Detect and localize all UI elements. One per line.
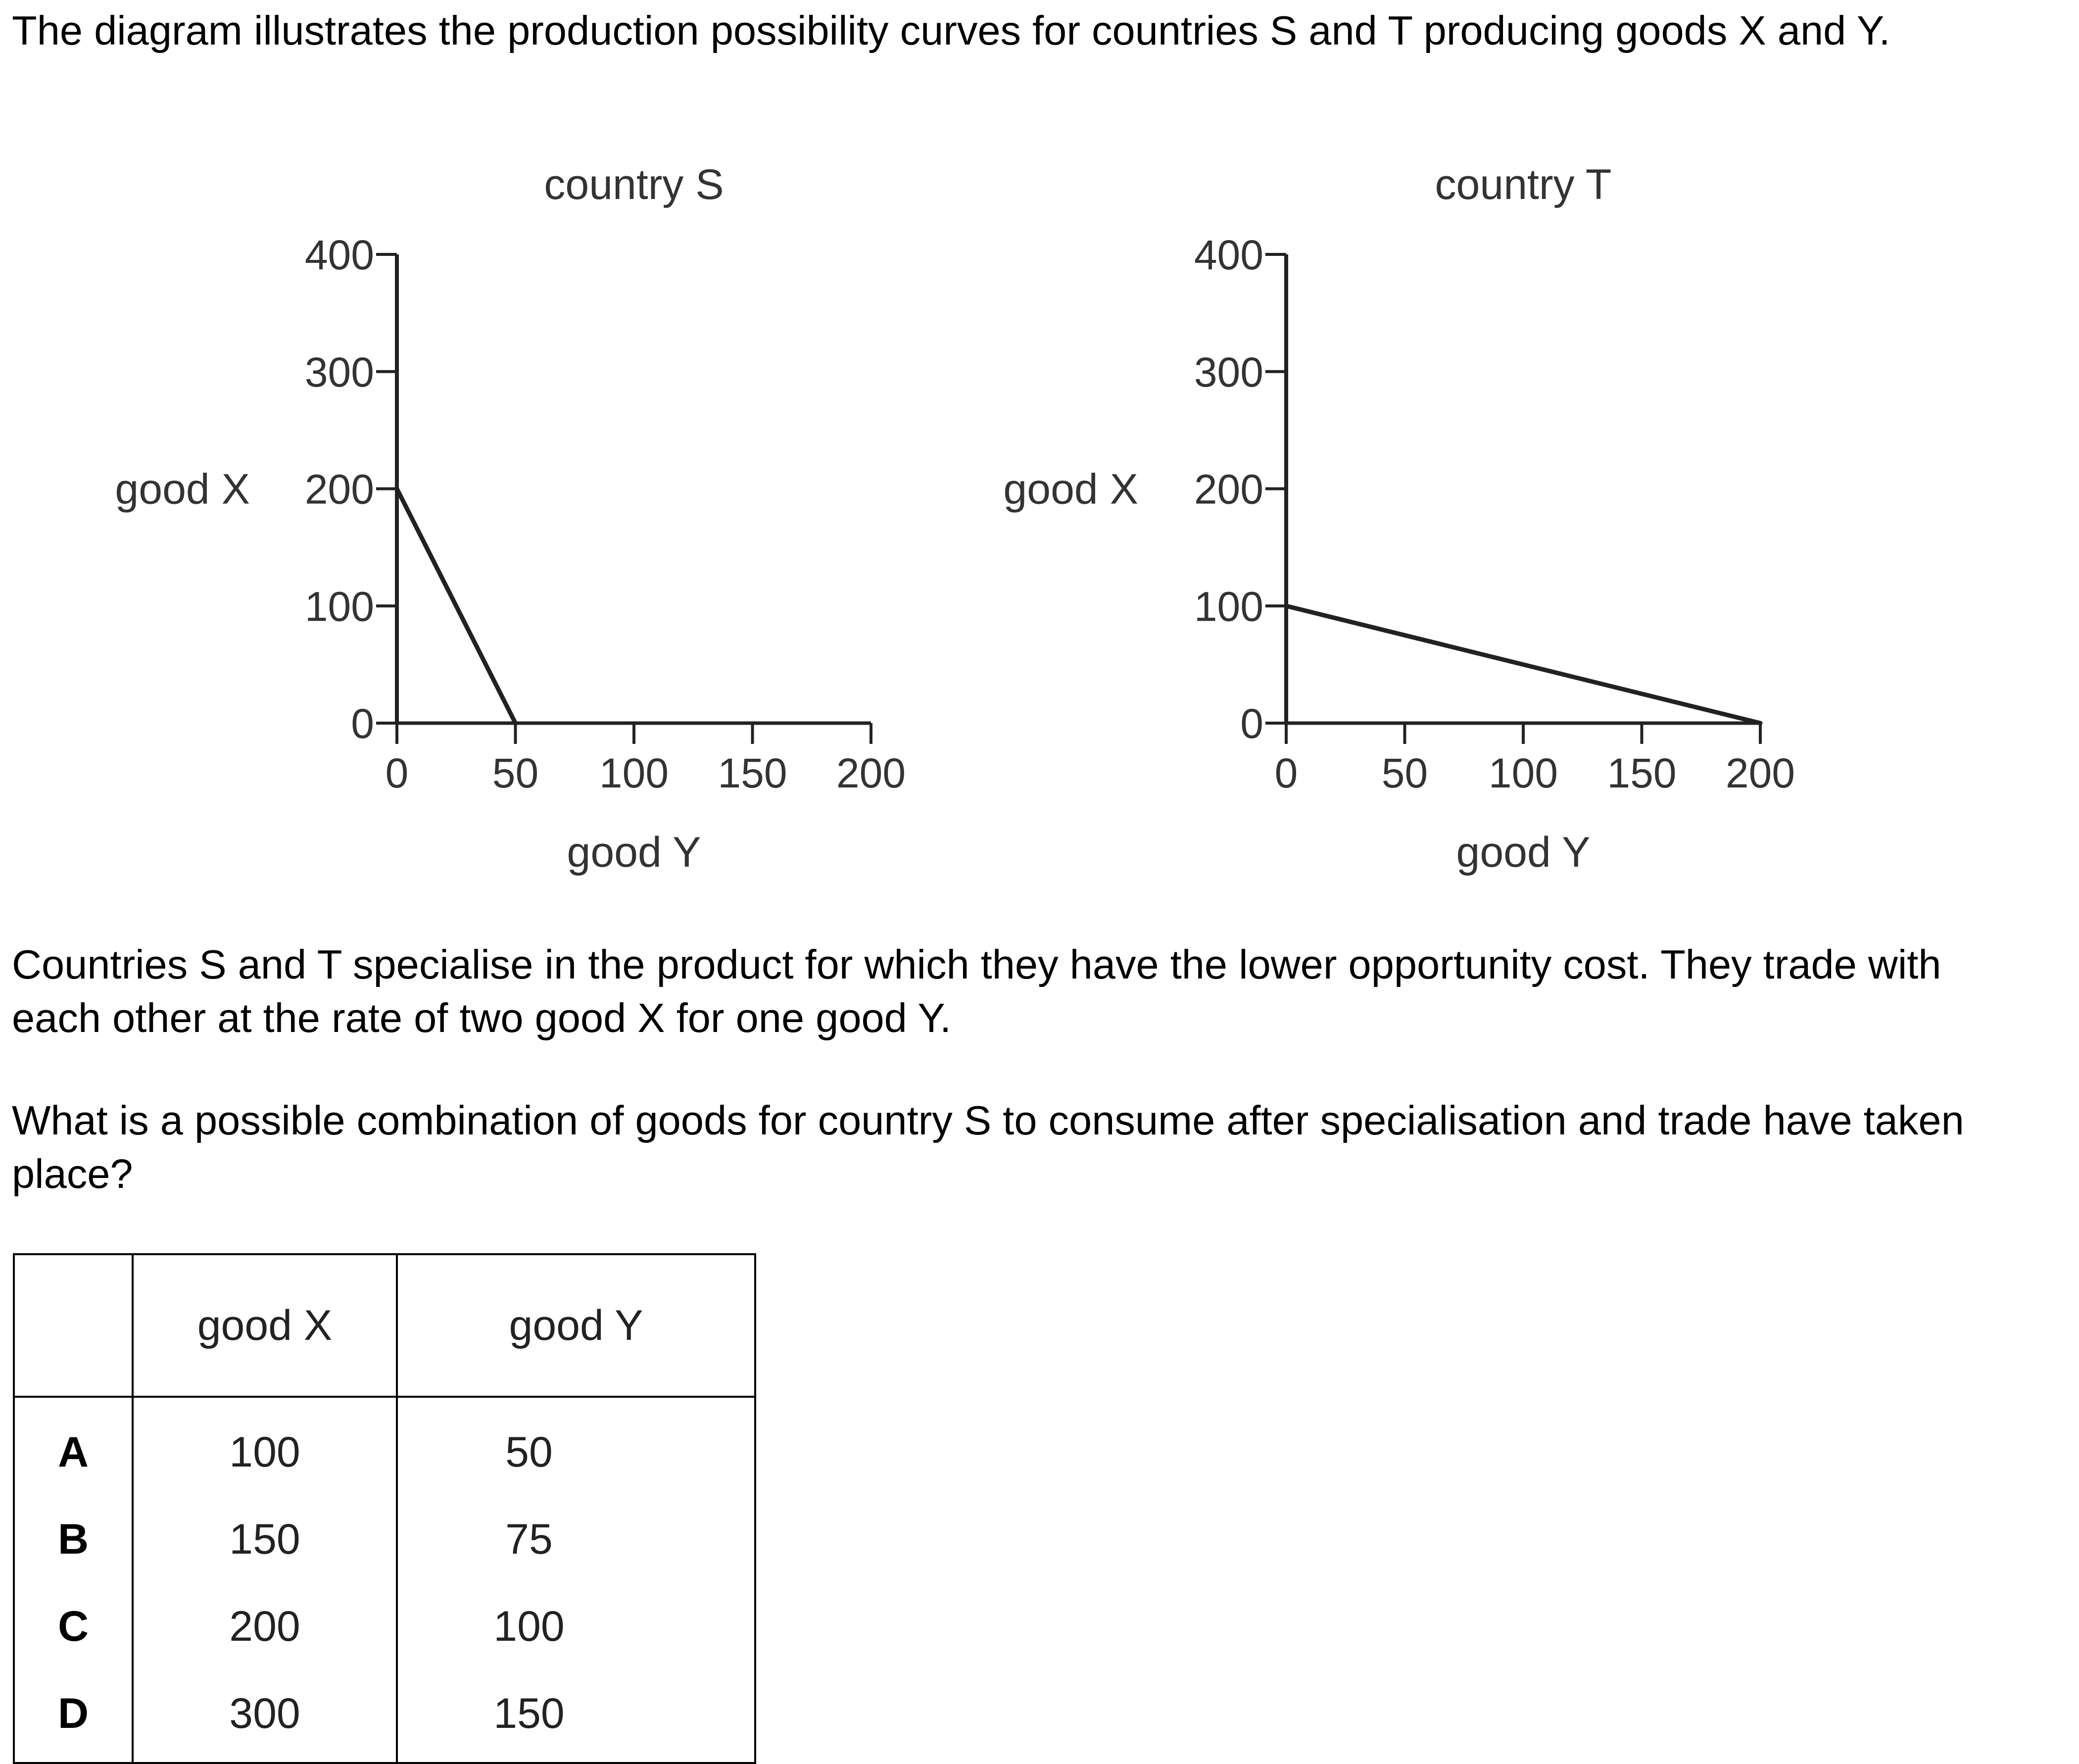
y-tick-label: 100: [1194, 583, 1263, 630]
option-key: D: [14, 1670, 134, 1763]
option-good-x-value: 300: [133, 1670, 398, 1763]
option-good-y-value: 50: [505, 1428, 553, 1476]
ppc-chart-country-t: country T 0 100 200 300 400 0 50 100 150 200 good X…: [1003, 161, 1795, 876]
option-good-y-value: 150: [493, 1689, 565, 1737]
option-good-x-value: 100: [133, 1397, 398, 1496]
y-tick-label: 300: [305, 349, 374, 395]
y-tick-label: 0: [351, 700, 374, 747]
x-tick-label: 100: [1489, 750, 1558, 796]
option-good-x-value: 150: [133, 1496, 398, 1583]
x-tick-label: 50: [492, 750, 538, 796]
ppc-chart-country-s: country S 0 100 200 300 400 0 50 100 150 200 good X…: [115, 161, 906, 876]
answer-options-table: good X good Y A 100 50 B 150 75 C 200 10…: [13, 1253, 756, 1764]
answer-table-header-good-x: good X: [133, 1254, 398, 1398]
answer-option-row-a[interactable]: A 100 50: [14, 1397, 755, 1496]
x-axis-label: good Y: [567, 829, 701, 876]
x-tick-label: 150: [1607, 750, 1676, 796]
x-tick-label: 150: [718, 750, 787, 796]
y-tick-label: 100: [305, 583, 374, 630]
question-paragraph-specialisation: Countries S and T specialise in the prod…: [12, 941, 1941, 1041]
x-tick-label: 100: [599, 750, 669, 796]
x-tick-label: 200: [1726, 750, 1795, 796]
y-axis-label: good X: [1003, 466, 1138, 513]
answer-option-row-b[interactable]: B 150 75: [14, 1496, 755, 1583]
option-good-x-value: 200: [133, 1583, 398, 1670]
answer-option-row-c[interactable]: C 200 100: [14, 1583, 755, 1670]
x-tick-label: 200: [836, 750, 906, 796]
answer-table-header-blank: [14, 1254, 134, 1398]
x-tick-label: 0: [1275, 750, 1298, 796]
question-paragraph-prompt: What is a possible combination of goods …: [12, 1097, 1964, 1197]
answer-table-header-row: good X good Y: [14, 1254, 755, 1398]
option-good-y-value: 100: [493, 1602, 565, 1650]
y-tick-label: 0: [1240, 700, 1263, 747]
question-intro: The diagram illustrates the production p…: [12, 7, 1890, 53]
answer-option-row-d[interactable]: D 300 150: [14, 1670, 755, 1763]
option-good-y-value: 75: [505, 1515, 553, 1563]
y-tick-label: 200: [305, 466, 374, 513]
y-tick-label: 400: [1194, 232, 1263, 278]
x-axis-label: good Y: [1456, 829, 1590, 876]
option-key: B: [14, 1496, 134, 1583]
ppc-curve: [1284, 603, 1763, 726]
answer-table-header-good-y: good Y: [397, 1254, 755, 1398]
x-tick-label: 50: [1382, 750, 1428, 796]
x-tick-label: 0: [386, 750, 409, 796]
y-tick-label: 400: [305, 232, 374, 278]
chart-title: country S: [544, 161, 724, 208]
ppc-curve: [394, 487, 518, 726]
y-axis-label: good X: [115, 466, 250, 513]
option-key: C: [14, 1583, 134, 1670]
y-tick-label: 200: [1194, 466, 1263, 513]
y-tick-label: 300: [1194, 349, 1263, 395]
option-key: A: [14, 1397, 134, 1496]
chart-title: country T: [1435, 161, 1612, 208]
